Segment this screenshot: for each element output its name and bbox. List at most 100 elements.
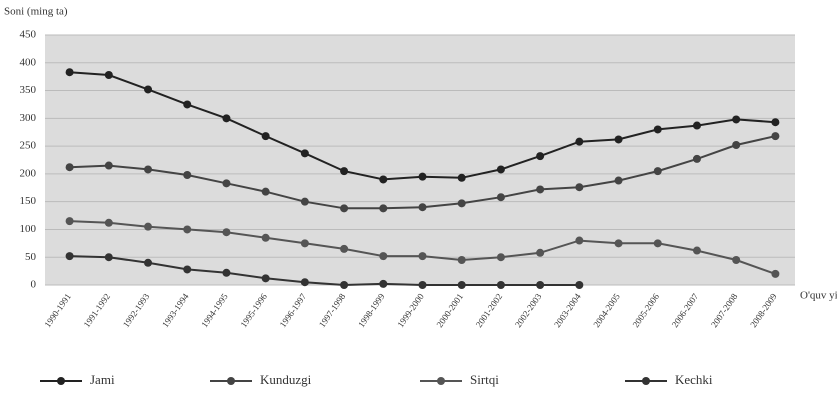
data-point <box>65 252 74 261</box>
data-point <box>496 165 505 174</box>
x-tick-label: 1998-1999 <box>356 291 387 329</box>
data-point <box>144 222 153 231</box>
data-point <box>222 114 231 123</box>
legend-marker <box>642 377 650 385</box>
data-point <box>457 173 466 182</box>
y-tick-label: 150 <box>20 195 37 207</box>
x-tick-label: 1997-1998 <box>317 291 348 329</box>
x-tick-label: 2003-2004 <box>552 291 583 329</box>
data-point <box>732 256 741 264</box>
x-tick-label: 1991-1992 <box>82 292 113 330</box>
data-point <box>222 179 231 188</box>
plot-area <box>45 35 795 285</box>
data-point <box>496 193 505 202</box>
data-point <box>536 152 545 161</box>
x-tick-label: 2002-2003 <box>513 291 544 329</box>
data-point <box>65 163 74 172</box>
data-point <box>418 203 427 212</box>
legend-marker <box>57 377 65 385</box>
x-tick-label: 2004-2005 <box>591 291 622 329</box>
series-line <box>69 255 580 287</box>
data-point <box>379 204 388 213</box>
data-point <box>65 217 74 226</box>
data-point <box>144 165 153 174</box>
legend-label: Kunduzgi <box>260 372 312 387</box>
data-point <box>104 218 113 227</box>
data-point <box>692 154 701 163</box>
data-point <box>771 118 780 127</box>
x-tick-label: 2005-2006 <box>631 291 662 329</box>
data-point <box>732 141 741 149</box>
y-tick-label: 400 <box>20 56 37 68</box>
data-point <box>300 239 309 248</box>
data-point <box>653 167 662 176</box>
data-point <box>261 233 270 242</box>
y-tick-label: 0 <box>31 279 37 291</box>
data-point <box>104 253 113 262</box>
x-tick-label: 1999-2000 <box>395 291 426 329</box>
data-point <box>457 256 466 264</box>
data-point <box>340 244 349 253</box>
data-point <box>575 183 584 192</box>
y-tick-label: 100 <box>20 223 37 235</box>
x-tick-label: 2001-2002 <box>474 292 505 330</box>
legend-label: Jami <box>90 372 115 387</box>
data-point <box>614 135 623 144</box>
data-point <box>300 278 309 287</box>
data-point <box>536 281 545 289</box>
x-tick-label: 1992-1993 <box>121 291 152 329</box>
data-point <box>340 281 349 289</box>
legend-label: Kechki <box>675 372 713 387</box>
data-point <box>457 281 466 289</box>
data-point <box>261 132 270 141</box>
y-tick-label: 450 <box>20 29 37 41</box>
data-point <box>418 172 427 181</box>
data-point <box>261 274 270 283</box>
data-point <box>379 175 388 184</box>
y-tick-label: 50 <box>25 251 37 263</box>
data-point <box>692 121 701 130</box>
data-point <box>183 225 192 234</box>
data-point <box>692 246 701 255</box>
data-point <box>300 197 309 206</box>
x-tick-label: 1995-1996 <box>238 291 269 329</box>
data-point <box>340 167 349 176</box>
x-tick-label: 1996-1997 <box>278 291 309 329</box>
data-point <box>496 281 505 289</box>
data-point <box>183 171 192 179</box>
y-tick-label: 200 <box>20 167 37 179</box>
data-point <box>496 253 505 262</box>
y-axis-label: Soni (ming ta) <box>4 6 68 18</box>
data-point <box>457 199 466 208</box>
data-point <box>379 252 388 261</box>
x-tick-label: 2006-2007 <box>670 291 701 329</box>
data-point <box>300 149 309 158</box>
data-point <box>614 176 623 185</box>
legend-marker <box>227 377 235 385</box>
x-tick-label: 2000-2001 <box>434 292 465 330</box>
data-point <box>261 187 270 196</box>
data-point <box>653 125 662 134</box>
data-point <box>536 185 545 194</box>
x-tick-label: 1990-1991 <box>42 292 73 330</box>
data-point <box>732 115 741 124</box>
data-point <box>222 268 231 277</box>
data-point <box>418 281 427 289</box>
data-point <box>614 239 623 248</box>
y-tick-label: 350 <box>20 84 37 96</box>
data-point <box>144 258 153 267</box>
data-point <box>771 132 780 141</box>
x-axis-label: O'quv yillar <box>800 290 837 302</box>
legend-label: Sirtqi <box>470 372 499 387</box>
x-tick-label: 1993-1994 <box>160 291 191 329</box>
data-point <box>144 85 153 94</box>
y-tick-label: 250 <box>20 140 37 152</box>
data-point <box>65 68 74 77</box>
y-tick-label: 300 <box>20 112 37 124</box>
x-tick-label: 1994-1995 <box>199 291 230 329</box>
data-point <box>575 236 584 245</box>
data-point <box>418 252 427 261</box>
data-point <box>536 248 545 257</box>
